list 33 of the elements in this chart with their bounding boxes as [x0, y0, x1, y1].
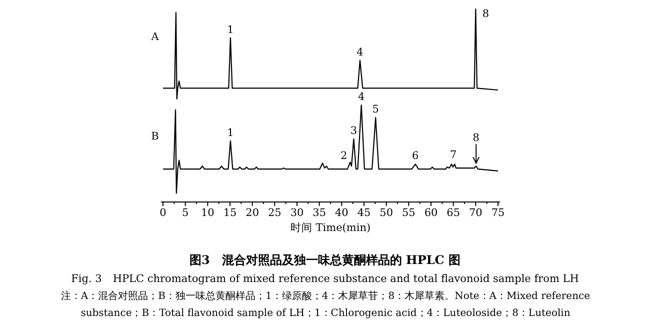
x-tick-label: 35	[312, 207, 326, 219]
x-tick-label: 60	[424, 207, 438, 219]
annotation: 6	[412, 150, 420, 162]
x-tick-label: 10	[200, 207, 214, 219]
x-tick-label: 50	[380, 207, 394, 219]
annotation: 1	[227, 24, 234, 36]
x-tick-label: 75	[491, 207, 505, 219]
annotation: 4	[358, 91, 365, 103]
x-tick-label: 45	[357, 207, 371, 219]
text: Fig. 3 HPLC chromatogram of mixed reference substance and total flavonoid sample from LH	[71, 273, 579, 285]
annotation: 8	[482, 8, 490, 20]
x-tick-label: 65	[446, 207, 460, 219]
text: B	[151, 130, 160, 142]
annotation: 3	[350, 124, 358, 137]
text: 注：A：混合对照品；B：独一味总黄酮样品；1：绿原酸；4：木犀草苷；8：木犀草素。Note：A：Mixed reference substance；B：Total flavonoid sample of LH；1：Chlorogenic acid；4：Luteoloside；8：Luteolin	[60, 290, 592, 321]
text: A	[150, 31, 160, 43]
text: 图3 混合对照品及独一味总黄酮样品的 HPLC 图	[189, 253, 461, 267]
x-tick-label: 30	[290, 207, 304, 219]
x-tick-label: 40	[334, 207, 348, 219]
x-tick-label: 20	[246, 207, 260, 219]
x-axis-title: 时间 Time(min)	[290, 221, 371, 234]
annotation: 8	[472, 132, 480, 144]
x-tick-label: 55	[402, 207, 416, 219]
x-tick-label: 5	[182, 207, 189, 219]
annotation: 7	[450, 149, 457, 162]
x-tick-label: 0	[160, 207, 166, 219]
annotation: 2	[340, 150, 348, 162]
x-tick-label: 70	[468, 207, 482, 219]
annotation: 1	[227, 126, 234, 139]
annotation: 5	[372, 104, 379, 116]
annotation: 4	[356, 46, 364, 58]
x-tick-label: 25	[268, 207, 282, 219]
x-tick-label: 15	[223, 207, 237, 219]
